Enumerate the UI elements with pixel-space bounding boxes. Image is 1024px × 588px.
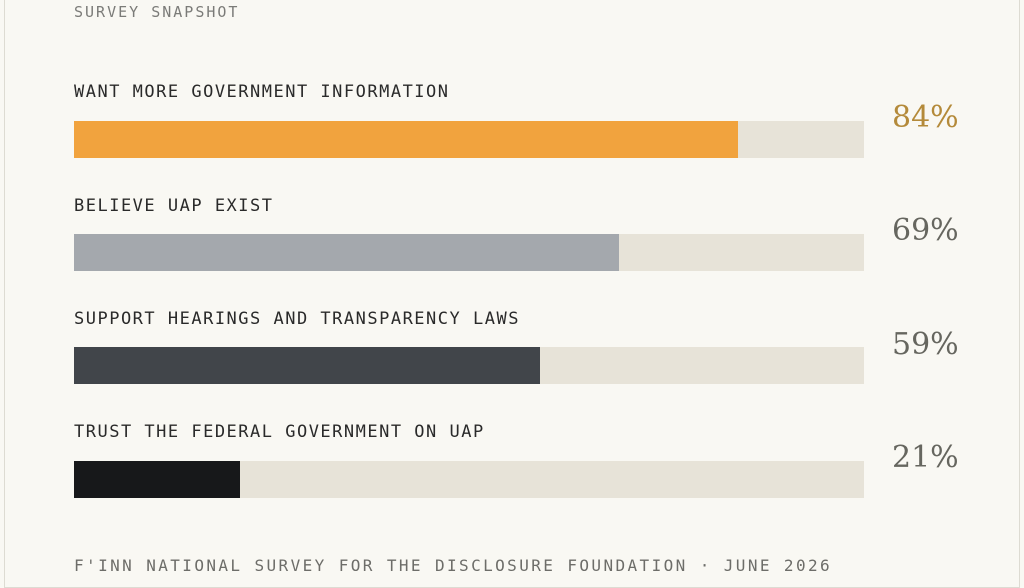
- bar-label: WANT MORE GOVERNMENT INFORMATION: [74, 82, 450, 102]
- bar-label: SUPPORT HEARINGS AND TRANSPARENCY LAWS: [74, 309, 520, 329]
- eyebrow-label: SURVEY SNAPSHOT: [74, 3, 240, 21]
- bar-track: [74, 234, 864, 271]
- bar-track: [74, 347, 864, 384]
- source-footer: F'INN NATIONAL SURVEY FOR THE DISCLOSURE…: [74, 556, 833, 575]
- bar-fill: [74, 234, 620, 271]
- bar-fill: [74, 347, 541, 384]
- bar-value-label: 59%: [892, 327, 959, 362]
- bar-fill: [74, 461, 240, 498]
- bar-label: TRUST THE FEDERAL GOVERNMENT ON UAP: [74, 422, 485, 442]
- bar-value-label: 69%: [892, 213, 959, 248]
- bar-value-label: 84%: [892, 100, 959, 135]
- bar-value-label: 21%: [892, 440, 959, 475]
- bar-label: BELIEVE UAP EXIST: [74, 196, 274, 216]
- bar-fill: [74, 121, 738, 158]
- bar-track: [74, 121, 864, 158]
- bar-track: [74, 461, 864, 498]
